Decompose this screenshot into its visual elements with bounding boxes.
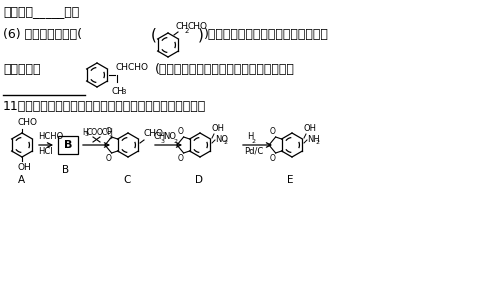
Text: D: D <box>195 175 203 185</box>
Text: H: H <box>247 132 254 141</box>
Text: O: O <box>106 154 112 163</box>
Text: E: E <box>287 175 294 185</box>
Text: 3: 3 <box>109 135 113 140</box>
Text: A: A <box>18 175 25 185</box>
Text: CH: CH <box>112 87 125 96</box>
Text: OCH: OCH <box>97 128 114 137</box>
Text: 2: 2 <box>224 140 228 146</box>
Text: O: O <box>270 127 276 136</box>
Text: O: O <box>270 154 276 163</box>
Text: 2: 2 <box>185 28 190 34</box>
Text: ): ) <box>198 27 204 42</box>
Text: HCl: HCl <box>38 147 52 156</box>
Text: (: ( <box>151 27 157 42</box>
Text: H: H <box>82 128 88 137</box>
Text: OH: OH <box>212 124 225 133</box>
Text: O: O <box>178 127 184 136</box>
Text: (6) 以甲醛、苯乙醛(: (6) 以甲醛、苯乙醛( <box>3 28 82 41</box>
Text: CHO: CHO <box>188 22 208 31</box>
Text: 2: 2 <box>173 139 177 144</box>
Text: CHCHO: CHCHO <box>115 63 148 72</box>
Text: CHO: CHO <box>17 118 37 127</box>
Text: B: B <box>64 140 72 150</box>
Text: CO: CO <box>87 128 98 137</box>
Text: 2: 2 <box>252 139 256 144</box>
Text: 为原料合成: 为原料合成 <box>3 63 40 76</box>
Text: NO: NO <box>163 132 176 141</box>
Text: 异构体有_____种。: 异构体有_____种。 <box>3 5 79 18</box>
Text: NO: NO <box>215 136 228 145</box>
Text: HCHO: HCHO <box>38 132 63 141</box>
Text: 3: 3 <box>121 89 126 95</box>
Text: O: O <box>178 154 184 163</box>
Text: 2: 2 <box>316 140 320 146</box>
Text: O: O <box>106 127 112 136</box>
Text: OH: OH <box>304 124 317 133</box>
Text: NH: NH <box>307 136 320 145</box>
Text: )以及上述合成路线中的必要有机试剂: )以及上述合成路线中的必要有机试剂 <box>204 28 329 41</box>
Text: 3: 3 <box>161 139 165 144</box>
Text: OH: OH <box>18 163 32 172</box>
Text: 11．沙罗特美是一种长效平喘药，其合成的部分路线如下：: 11．沙罗特美是一种长效平喘药，其合成的部分路线如下： <box>3 100 206 113</box>
Text: Pd/C: Pd/C <box>244 147 263 156</box>
Text: CHO: CHO <box>144 129 164 138</box>
Bar <box>58 136 78 154</box>
Text: (其他无机试剂任选），请写出合成路线。: (其他无机试剂任选），请写出合成路线。 <box>155 63 295 76</box>
Text: B: B <box>62 165 69 175</box>
Text: 3: 3 <box>85 132 89 137</box>
Text: CH: CH <box>175 22 188 31</box>
Text: C: C <box>123 175 130 185</box>
Text: CH: CH <box>154 132 166 141</box>
